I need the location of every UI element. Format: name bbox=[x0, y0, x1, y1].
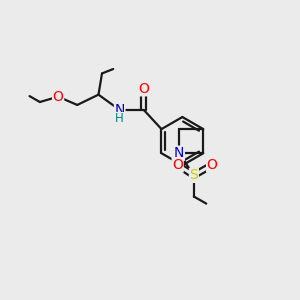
Text: O: O bbox=[53, 90, 64, 104]
Text: S: S bbox=[190, 168, 198, 182]
Text: N: N bbox=[115, 103, 125, 117]
Text: O: O bbox=[207, 158, 218, 172]
Text: H: H bbox=[115, 112, 124, 125]
Text: N: N bbox=[174, 146, 184, 160]
Text: O: O bbox=[172, 158, 183, 172]
Text: O: O bbox=[138, 82, 149, 96]
